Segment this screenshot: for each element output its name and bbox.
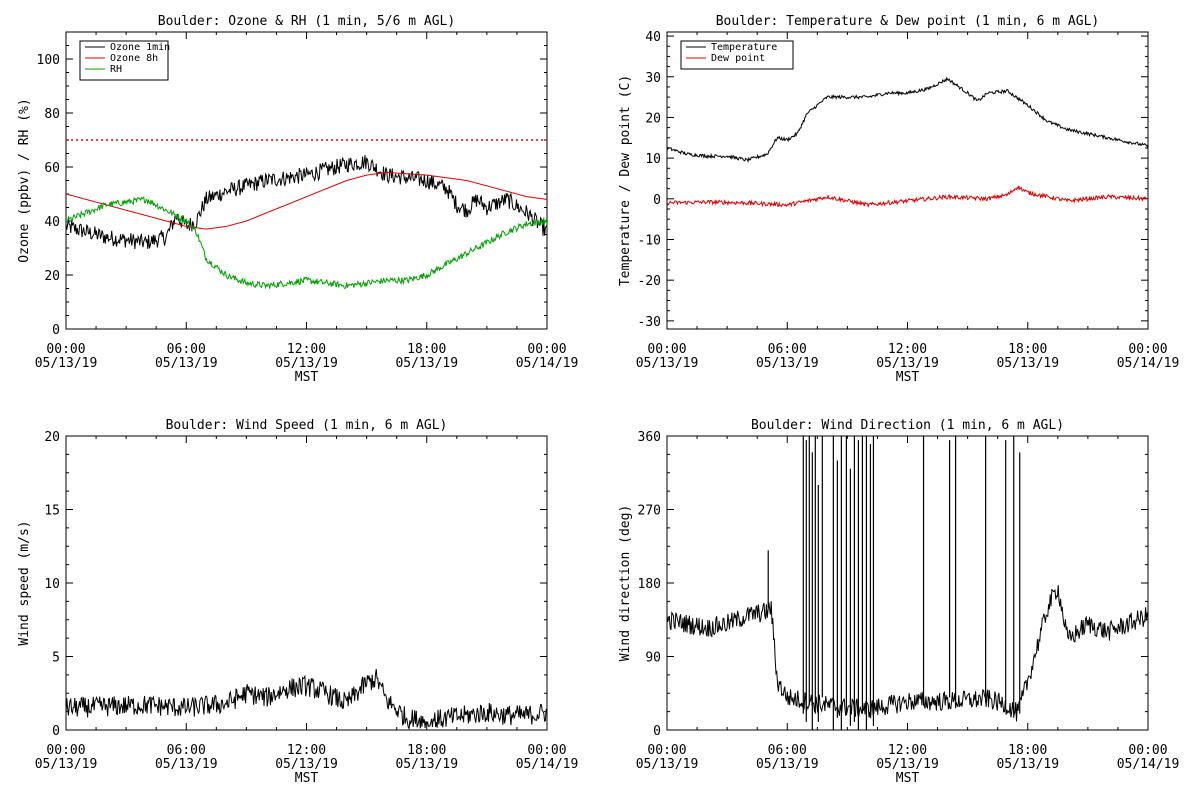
y-tick-label: 0 [653,724,661,739]
legend-entry-label: Dew point [711,53,765,64]
x-tick-date-label: 05/13/19 [876,757,939,772]
series-line-0 [66,668,547,730]
x-tick-date-label: 05/13/19 [155,757,218,772]
x-tick-time-label: 12:00 [888,743,927,758]
y-tick-label: 180 [638,577,661,592]
x-tick-date-label: 05/13/19 [756,757,819,772]
series-line-1 [667,185,1148,208]
x-tick-time-label: 12:00 [287,342,326,357]
y-tick-label: -30 [638,315,661,330]
x-tick-time-label: 00:00 [46,342,85,357]
x-tick-time-label: 06:00 [768,342,807,357]
y-tick-label: 10 [645,152,661,167]
y-tick-label: 90 [645,651,661,666]
y-tick-label: 270 [638,504,661,519]
wind-speed-chart: Boulder: Wind Speed (1 min, 6 m AGL) 0 5 10… [17,418,578,786]
y-tick-label: 0 [52,724,60,739]
x-tick-date-label: 05/13/19 [275,356,338,371]
series-line-2 [66,196,547,290]
y-tick-label: 60 [44,161,60,176]
x-tick-time-label: 00:00 [1128,743,1167,758]
series-line-1 [66,171,547,230]
y-tick-label: 360 [638,430,661,445]
plot-frame [666,31,1149,330]
x-axis-label: MST [295,771,319,786]
x-tick-time-label: 06:00 [167,743,206,758]
y-tick-label: 30 [645,71,661,86]
x-tick-date-label: 05/13/19 [275,757,338,772]
x-tick-date-label: 05/13/19 [996,757,1059,772]
y-axis-label: Ozone (ppbv) / RH (%) [17,98,32,262]
y-tick-label: 5 [52,651,60,666]
y-axis-label: Temperature / Dew point (C) [618,75,633,286]
y-tick-label: 0 [653,193,661,208]
legend-entry-label: RH [110,64,122,75]
y-axis-label: Wind speed (m/s) [17,520,32,645]
x-tick-date-label: 05/13/19 [756,356,819,371]
y-tick-label: 20 [44,269,60,284]
y-tick-label: -10 [638,233,661,248]
y-tick-label: 15 [44,504,60,519]
x-tick-time-label: 00:00 [527,743,566,758]
plot-frame [65,435,548,731]
legend-entry-label: Ozone 1min [110,42,170,53]
y-tick-label: 20 [645,111,661,126]
chart-title: Boulder: Wind Direction (1 min, 6 m AGL) [751,418,1064,433]
y-tick-label: -20 [638,274,661,289]
x-axis-label: MST [896,771,920,786]
x-tick-date-label: 05/13/19 [876,356,939,371]
y-axis-label: Wind direction (deg) [618,505,633,662]
x-tick-date-label: 05/13/19 [35,356,98,371]
x-tick-time-label: 06:00 [768,743,807,758]
x-tick-time-label: 12:00 [287,743,326,758]
x-tick-time-label: 06:00 [167,342,206,357]
y-tick-label: 0 [52,323,60,338]
x-tick-time-label: 18:00 [1008,342,1047,357]
x-tick-time-label: 12:00 [888,342,927,357]
chart-title: Boulder: Temperature & Dew point (1 min,… [716,14,1100,29]
x-tick-time-label: 00:00 [647,743,686,758]
y-tick-label: 100 [37,53,60,68]
x-tick-time-label: 00:00 [1128,342,1167,357]
x-tick-date-label: 05/14/19 [516,757,579,772]
x-tick-time-label: 00:00 [647,342,686,357]
y-tick-label: 40 [44,215,60,230]
y-tick-label: 40 [645,30,661,45]
wind-direction-chart: Boulder: Wind Direction (1 min, 6 m AGL)… [618,418,1179,786]
series-line-0 [66,155,547,250]
x-tick-time-label: 18:00 [407,743,446,758]
ozone-rh-chart: Boulder: Ozone & RH (1 min, 5/6 m AGL) 0 2… [17,14,578,385]
x-tick-date-label: 05/13/19 [155,356,218,371]
legend-entry-label: Temperature [711,42,777,53]
x-tick-date-label: 05/13/19 [35,757,98,772]
plot-frame [666,435,1149,731]
series-line-0 [667,76,1148,163]
legend-entry-label: Ozone 8h [110,53,158,64]
x-tick-date-label: 05/14/19 [1117,757,1180,772]
x-axis-label: MST [896,370,920,385]
x-tick-time-label: 00:00 [527,342,566,357]
x-tick-date-label: 05/14/19 [1117,356,1180,371]
x-tick-date-label: 05/13/19 [996,356,1059,371]
x-tick-time-label: 18:00 [1008,743,1047,758]
x-tick-time-label: 18:00 [407,342,446,357]
x-tick-date-label: 05/13/19 [636,356,699,371]
x-tick-date-label: 05/13/19 [636,757,699,772]
chart-title: Boulder: Ozone & RH (1 min, 5/6 m AGL) [158,14,455,29]
chart-title: Boulder: Wind Speed (1 min, 6 m AGL) [166,418,448,433]
y-tick-label: 80 [44,107,60,122]
x-tick-date-label: 05/13/19 [395,356,458,371]
temp-dew-chart: Boulder: Temperature & Dew point (1 min,… [618,14,1179,385]
legend-box [680,40,794,70]
x-tick-time-label: 00:00 [46,743,85,758]
x-axis-label: MST [295,370,319,385]
series-line-0 [667,585,1148,722]
x-tick-date-label: 05/14/19 [516,356,579,371]
y-tick-label: 20 [44,430,60,445]
y-tick-label: 10 [44,577,60,592]
x-tick-date-label: 05/13/19 [395,757,458,772]
